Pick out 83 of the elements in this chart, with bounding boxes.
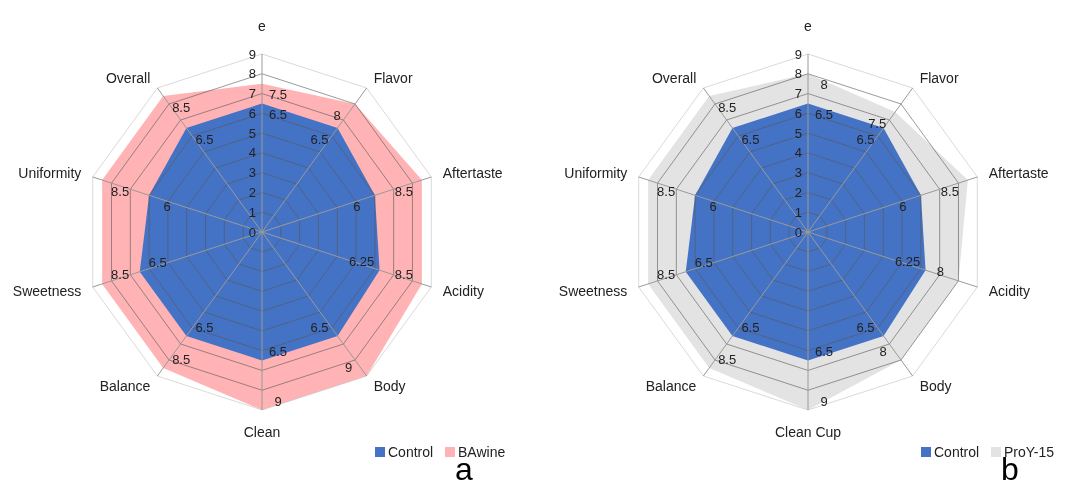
data-label: 6.5 [310,319,329,335]
data-label: 8.5 [657,267,676,283]
data-label: 6.5 [195,319,214,335]
spoke-label: Overall [105,70,151,87]
y-tick-label: 7 [794,86,802,102]
spoke-label: Balance [645,377,697,394]
y-tick-label: 3 [248,165,256,181]
y-tick-label: 4 [794,145,802,161]
y-tick-label: 8 [248,66,256,82]
data-label: 6.5 [814,106,834,122]
data-label: 8.5 [172,351,191,367]
data-label: 8 [820,77,828,93]
data-label: 8.5 [940,183,959,199]
spoke-label: Flavor [919,70,959,87]
data-label: 9 [274,393,282,409]
spoke-label: Uniformity [18,165,82,182]
y-tick-label: 6 [248,105,256,121]
spoke-label: e [258,17,267,34]
y-tick-label: 6 [794,105,802,121]
y-tick-label: 1 [794,204,802,220]
data-label: 6.5 [268,106,288,122]
spoke-label: Flavor [373,70,413,87]
y-tick-label: 8 [794,66,802,82]
spoke-label: Acidity [988,282,1030,299]
spoke-label: Sweetness [12,282,82,299]
data-label: 6.5 [694,255,713,271]
data-label: 9 [345,359,353,375]
data-label: 8.5 [718,351,737,367]
y-tick-label: 2 [794,184,802,200]
data-label: 6.5 [310,131,329,147]
data-label: 8.5 [394,267,413,283]
data-label: 7.5 [268,87,288,103]
y-tick-label: 5 [248,125,256,141]
data-label: 6 [353,198,361,214]
spoke-label: Balance [99,377,151,394]
spoke-label: Body [373,377,406,394]
data-label: 7.5 [868,115,887,131]
y-tick-label: 7 [248,86,256,102]
y-tick-label: 0 [794,224,802,240]
y-tick-label: 2 [248,184,256,200]
data-label: 6.5 [741,319,760,335]
y-tick-label: 5 [794,125,802,141]
data-label: 8.5 [657,183,676,199]
data-label: 6 [709,198,717,214]
y-tick-label: 0 [248,224,256,240]
data-label: 9 [820,393,828,409]
data-label: 6.5 [195,131,214,147]
y-tick-label: 9 [794,46,802,62]
data-label: 6.5 [856,319,875,335]
data-label: 8.5 [394,183,413,199]
spoke-label: e [804,17,813,34]
data-label: 8.5 [172,99,191,115]
y-tick-label: 3 [794,165,802,181]
spoke-label: Uniformity [564,165,628,182]
data-label: 6.5 [148,255,167,271]
data-label: 8.5 [111,267,130,283]
spoke-label: Clean [243,423,281,440]
spoke-label: Acidity [442,282,484,299]
data-label: 8.5 [718,99,737,115]
spoke-label: Body [919,377,952,394]
legend-label: Control [934,443,980,460]
y-tick-label: 1 [248,204,256,220]
data-label: 6.5 [856,131,875,147]
data-label: 6.5 [268,344,288,360]
data-label: 6 [163,198,171,214]
data-label: 6.5 [814,344,834,360]
data-label: 8 [936,264,945,280]
data-label: 6.25 [348,253,375,269]
legend-label: BAwine [458,443,506,460]
spoke-label: Clean Cup [774,423,842,440]
data-label: 6.5 [741,131,760,147]
data-label: 8.5 [111,183,130,199]
spoke-label: Overall [651,70,697,87]
data-label: 6.25 [894,253,921,269]
spoke-label: Sweetness [558,282,628,299]
spoke-label: Aftertaste [988,165,1049,182]
legend-label: Control [388,443,434,460]
y-tick-label: 4 [248,145,256,161]
data-label: 8 [879,343,887,359]
data-label: 6 [899,198,907,214]
data-label: 8 [333,107,341,123]
spoke-label: Aftertaste [442,165,503,182]
y-tick-label: 9 [248,46,256,62]
